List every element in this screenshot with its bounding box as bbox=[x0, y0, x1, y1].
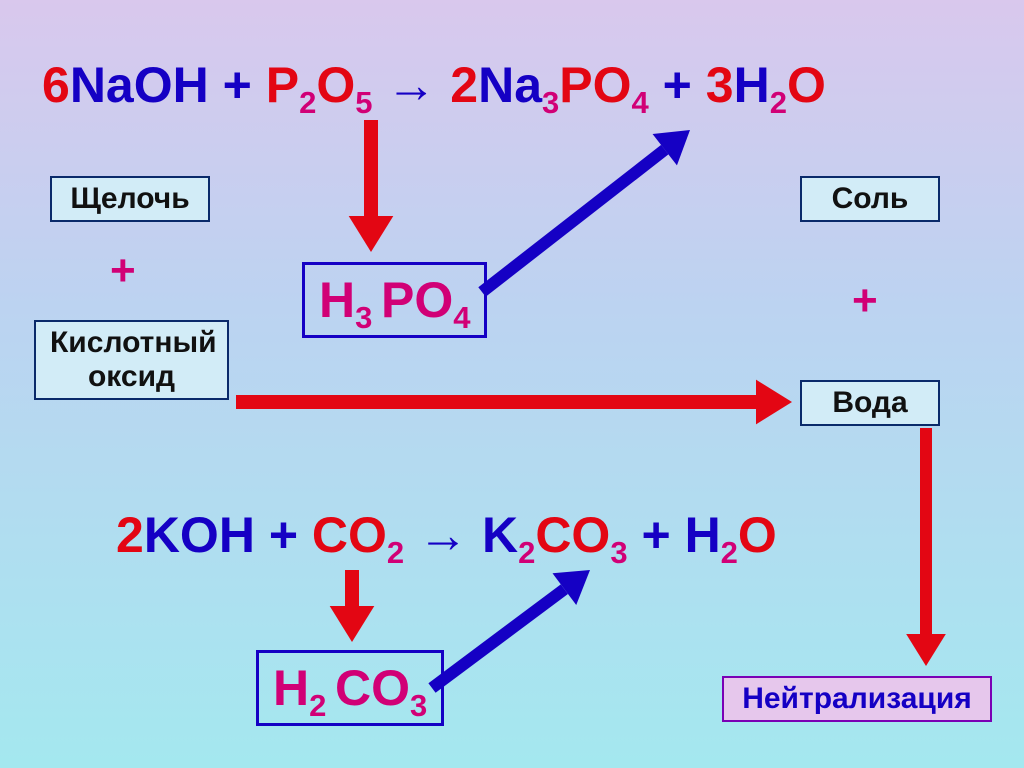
label-alkali: Щелочь bbox=[50, 176, 210, 222]
label-water: Вода bbox=[800, 380, 940, 426]
label-acid-oxide-l2: оксид bbox=[88, 360, 175, 393]
equation-bottom: 2KOH + CO2 → K2CO3 + H2O bbox=[116, 506, 777, 564]
label-alkali-text: Щелочь bbox=[70, 182, 189, 215]
plus-left-text: + bbox=[110, 246, 136, 295]
plus-left: + bbox=[110, 246, 136, 296]
label-neutralization-text: Нейтрализация bbox=[742, 682, 972, 715]
label-neutralization: Нейтрализация bbox=[722, 676, 992, 722]
acid-h3po4: H3 PO4 bbox=[302, 262, 487, 338]
label-water-text: Вода bbox=[832, 386, 907, 419]
label-acid-oxide: Кислотный оксид bbox=[34, 320, 229, 400]
stage: 6NaOH + P2O5 → 2Na3PO4 + 3H2O 2KOH + CO2… bbox=[0, 0, 1024, 768]
label-salt-text: Соль bbox=[832, 182, 909, 215]
label-acid-oxide-l1: Кислотный bbox=[50, 326, 217, 359]
plus-right: + bbox=[852, 276, 878, 326]
equation-top: 6NaOH + P2O5 → 2Na3PO4 + 3H2O bbox=[42, 56, 826, 114]
label-salt: Соль bbox=[800, 176, 940, 222]
acid-h2co3: H2 CO3 bbox=[256, 650, 444, 726]
plus-right-text: + bbox=[852, 276, 878, 325]
